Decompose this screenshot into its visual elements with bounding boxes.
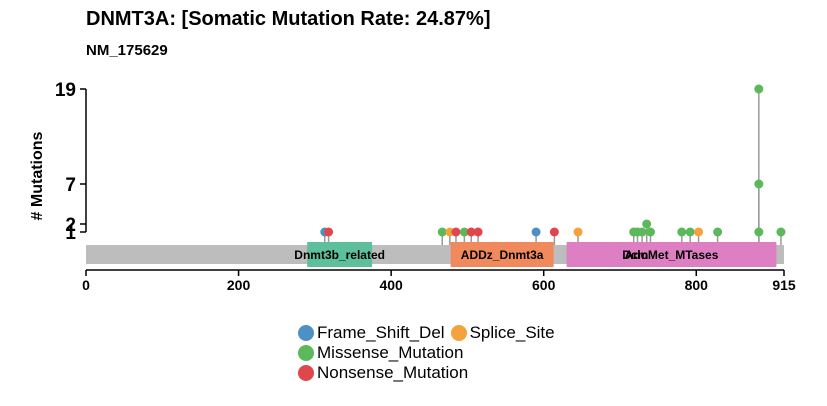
domain-label: Dnmt3b_related — [294, 248, 385, 262]
lollipop-plot: 12 7 19 # Mutations Dnmt3b_related ADDz_Dnmt3… — [29, 80, 796, 293]
lollipop-point — [549, 227, 559, 237]
legend-item-nonsense-mutation: Nonsense_Mutation — [298, 363, 468, 383]
x-tick-label: 200 — [227, 277, 251, 293]
legend-label: Nonsense_Mutation — [317, 363, 469, 382]
x-tick-label: 800 — [685, 277, 709, 293]
legend: Frame_Shift_Del Splice_Site Missense_Mut… — [298, 323, 561, 383]
lollipop-point — [459, 227, 469, 237]
lollipop-point — [754, 227, 764, 237]
y-axis-label: # Mutations — [29, 131, 46, 220]
lollipop-point — [754, 179, 764, 189]
lollipop-point — [754, 84, 764, 94]
domain-label: AdoMet_MTases — [625, 248, 719, 262]
lollipop-point — [642, 219, 652, 229]
domain-box — [450, 242, 554, 267]
x-tick-label: 915 — [772, 277, 796, 293]
legend-row: Nonsense_Mutation — [298, 363, 561, 383]
lollipop-point — [437, 227, 447, 237]
x-tick-label: 0 — [82, 277, 90, 293]
domain-box — [631, 242, 640, 267]
legend-swatch-splice-site — [450, 325, 467, 341]
lollipop-point — [677, 227, 687, 237]
lollipop-point — [473, 227, 483, 237]
x-tick-label: 400 — [379, 277, 403, 293]
lollipop-point — [531, 227, 541, 237]
x-tick-label: 600 — [532, 277, 556, 293]
chart-title: DNMT3A: [Somatic Mutation Rate: 24.87%] — [86, 8, 491, 30]
legend-row: Frame_Shift_Del Splice_Site — [298, 323, 561, 343]
chart-subtitle: NM_175629 — [86, 42, 168, 59]
legend-label: Missense_Mutation — [317, 343, 464, 362]
legend-row: Missense_Mutation — [298, 343, 561, 363]
lollipop-point — [637, 227, 647, 237]
y-tick-label: 7 — [65, 175, 76, 196]
lollipop-point — [776, 227, 786, 237]
domain-box — [307, 242, 373, 267]
legend-swatch-nonsense-mutation — [298, 365, 314, 381]
domain-label: Dcm — [622, 248, 648, 262]
lollipop-point — [573, 227, 583, 237]
legend-item-splice-site: Splice_Site — [450, 323, 555, 343]
domain-box — [566, 242, 777, 267]
y-tick-label: 1 — [65, 223, 76, 244]
lollipop-point — [694, 227, 704, 237]
lollipop-point — [646, 227, 656, 237]
legend-item-missense-mutation: Missense_Mutation — [298, 343, 463, 363]
legend-swatch-frame-shift-del — [298, 325, 314, 341]
lollipop-point — [451, 227, 461, 237]
lollipop-point — [685, 227, 695, 237]
legend-swatch-missense-mutation — [298, 345, 314, 361]
legend-label: Splice_Site — [469, 323, 555, 342]
lollipop-point — [713, 227, 723, 237]
domain-label: ADDz_Dnmt3a — [461, 248, 544, 262]
legend-label: Frame_Shift_Del — [317, 323, 445, 342]
y-tick-label: 19 — [55, 80, 76, 101]
legend-item-frame-shift-del: Frame_Shift_Del — [298, 323, 445, 343]
y-tick-label: 2 — [65, 215, 76, 236]
lollipop-point — [466, 227, 476, 237]
lollipop-point — [324, 227, 334, 237]
